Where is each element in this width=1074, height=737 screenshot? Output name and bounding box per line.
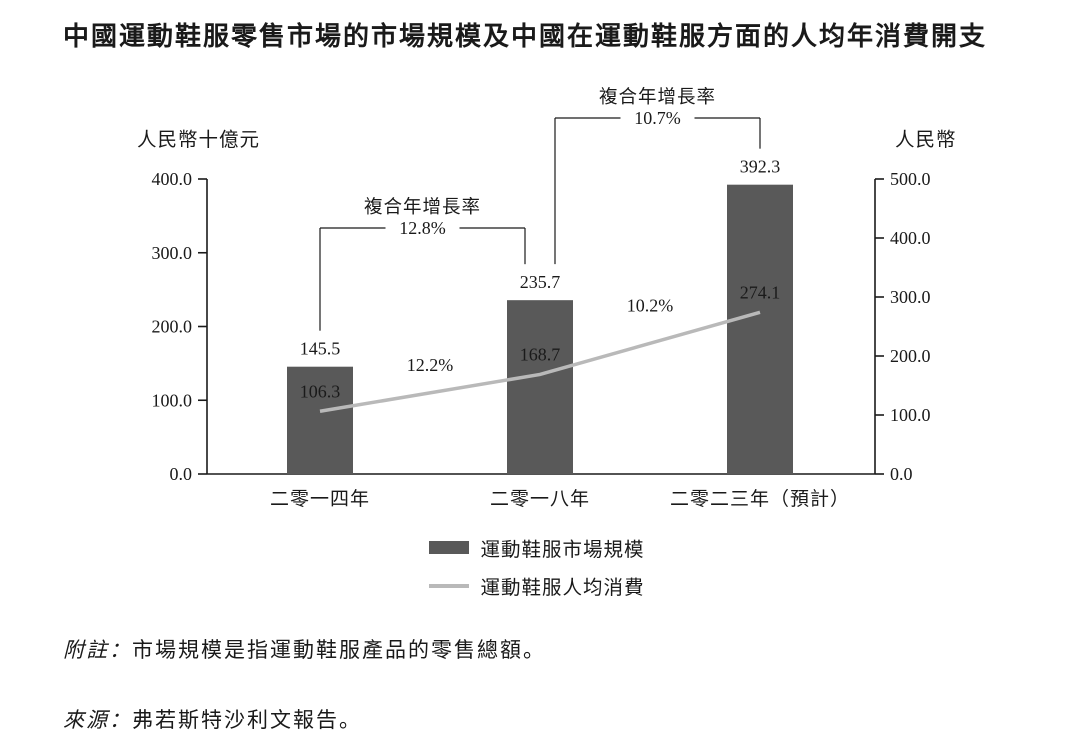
left-axis-tick-label: 0.0 — [170, 464, 193, 484]
category-label: 二零一八年 — [490, 488, 590, 510]
source-note: 來源：弗若斯特沙利文報告。 — [63, 704, 1074, 734]
cagr-title: 複合年增長率 — [364, 197, 481, 218]
right-axis-tick-label: 400.0 — [890, 228, 931, 248]
line-growth-label: 12.2% — [407, 355, 454, 375]
footnote-text: 市場規模是指運動鞋服產品的零售總額。 — [132, 638, 546, 662]
page: 中國運動鞋服零售市場的市場規模及中國在運動鞋服方面的人均年消費開支 0.0 100… — [0, 16, 1074, 734]
right-axis-tick-label: 100.0 — [890, 405, 931, 425]
line-series-swatch — [429, 583, 470, 588]
market-size-bar-2 — [727, 184, 793, 474]
legend-label-market-size: 運動鞋服市場規模 — [480, 540, 645, 561]
chart-legend: 運動鞋服市場規模 運動鞋服人均消費 — [429, 533, 644, 600]
market-size-bar-1 — [507, 300, 573, 474]
chart-canvas: 0.0 100.0 200.0 300.0 400.0 0.0 100.0 200.0 300.… — [0, 71, 1074, 523]
legend-item-per-capita: 運動鞋服人均消費 — [429, 571, 644, 600]
market-size-bar-0 — [287, 366, 353, 474]
right-axis-tick-label: 500.0 — [890, 169, 931, 189]
notes: 附註：市場規模是指運動鞋服產品的零售總額。 來源：弗若斯特沙利文報告。 — [63, 634, 1074, 734]
right-axis-title: 人民幣 — [895, 129, 957, 151]
bar-value-label: 235.7 — [520, 272, 561, 292]
bar-value-label: 392.3 — [740, 157, 781, 177]
cagr-title: 複合年增長率 — [599, 87, 716, 108]
line-growth-label: 10.2% — [627, 295, 674, 315]
right-axis-tick-label: 300.0 — [890, 287, 931, 307]
footnote-label: 附註： — [63, 638, 132, 662]
bar-value-label: 145.5 — [300, 339, 341, 359]
category-label: 二零一四年 — [270, 488, 370, 510]
source-label: 來源： — [63, 708, 132, 732]
line-value-label: 106.3 — [300, 381, 341, 401]
footnote: 附註：市場規模是指運動鞋服產品的零售總額。 — [63, 634, 1074, 664]
left-axis-tick-label: 300.0 — [152, 243, 193, 263]
combo-chart: 0.0 100.0 200.0 300.0 400.0 0.0 100.0 200.0 300.… — [137, 87, 957, 510]
left-axis-tick-label: 400.0 — [152, 169, 193, 189]
cagr-value: 12.8% — [399, 218, 446, 238]
bar-series-swatch — [429, 541, 470, 554]
source-text: 弗若斯特沙利文報告。 — [132, 708, 362, 732]
per-capita-line — [319, 310, 761, 414]
right-axis-tick-label: 200.0 — [890, 346, 931, 366]
line-value-label: 168.7 — [520, 344, 561, 364]
left-axis-title: 人民幣十億元 — [137, 129, 260, 151]
line-value-label: 274.1 — [740, 282, 781, 302]
cagr-value: 10.7% — [634, 108, 681, 128]
legend-label-per-capita: 運動鞋服人均消費 — [480, 578, 645, 599]
left-axis-tick-label: 100.0 — [152, 390, 193, 410]
legend-item-market-size: 運動鞋服市場規模 — [429, 533, 644, 562]
left-axis-tick-label: 200.0 — [152, 317, 193, 337]
category-label: 二零二三年（預計） — [670, 488, 850, 510]
right-axis-tick-label: 0.0 — [890, 464, 913, 484]
chart-title: 中國運動鞋服零售市場的市場規模及中國在運動鞋服方面的人均年消費開支 — [63, 22, 988, 51]
